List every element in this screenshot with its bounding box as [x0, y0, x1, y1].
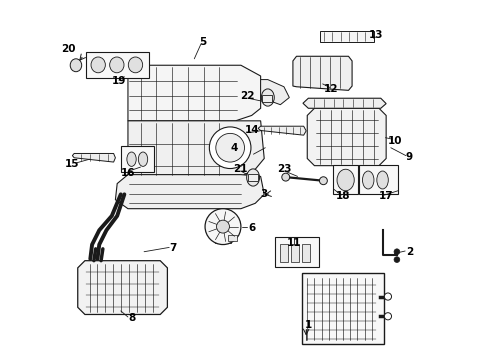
- Text: 17: 17: [378, 191, 393, 201]
- Bar: [274, 237, 318, 267]
- Ellipse shape: [216, 220, 229, 233]
- Bar: [261, 95, 271, 102]
- Bar: [247, 174, 258, 181]
- Ellipse shape: [384, 293, 391, 300]
- Polygon shape: [306, 108, 386, 166]
- Ellipse shape: [138, 152, 147, 166]
- Text: 2: 2: [405, 247, 412, 257]
- Bar: [228, 234, 237, 241]
- Polygon shape: [115, 175, 264, 209]
- Text: 6: 6: [247, 224, 255, 233]
- Bar: [301, 244, 309, 262]
- Polygon shape: [72, 153, 115, 162]
- Ellipse shape: [209, 127, 250, 168]
- Ellipse shape: [261, 89, 274, 106]
- Bar: [121, 146, 153, 172]
- Bar: [86, 52, 148, 78]
- Ellipse shape: [362, 171, 373, 189]
- Ellipse shape: [91, 57, 105, 73]
- Text: 15: 15: [65, 159, 80, 169]
- Ellipse shape: [70, 59, 81, 72]
- Ellipse shape: [336, 169, 353, 191]
- Ellipse shape: [204, 209, 241, 244]
- Polygon shape: [128, 121, 264, 176]
- Text: 7: 7: [169, 243, 176, 253]
- Ellipse shape: [109, 57, 124, 73]
- Bar: [215, 233, 230, 243]
- Ellipse shape: [281, 173, 289, 181]
- Text: 20: 20: [61, 44, 76, 54]
- Ellipse shape: [376, 171, 387, 189]
- Ellipse shape: [384, 313, 391, 320]
- Text: 1: 1: [304, 320, 311, 330]
- Text: 22: 22: [240, 91, 254, 101]
- Polygon shape: [128, 65, 260, 121]
- Text: 18: 18: [335, 191, 349, 201]
- Text: 10: 10: [387, 136, 402, 145]
- Bar: [319, 31, 373, 41]
- Polygon shape: [258, 126, 305, 135]
- Ellipse shape: [126, 152, 136, 166]
- Text: 4: 4: [229, 143, 237, 153]
- Polygon shape: [292, 56, 351, 90]
- Ellipse shape: [128, 57, 142, 73]
- Ellipse shape: [215, 134, 244, 162]
- Bar: [280, 244, 287, 262]
- Text: 21: 21: [232, 164, 247, 174]
- Polygon shape: [78, 261, 167, 315]
- Text: 5: 5: [199, 37, 206, 47]
- Text: 14: 14: [244, 125, 259, 135]
- Bar: [333, 165, 357, 194]
- Bar: [301, 273, 384, 344]
- Text: 16: 16: [121, 168, 135, 178]
- Polygon shape: [303, 98, 386, 108]
- Ellipse shape: [246, 169, 259, 186]
- Text: 13: 13: [368, 30, 383, 40]
- Ellipse shape: [319, 177, 326, 185]
- Text: 12: 12: [323, 84, 337, 94]
- Text: 23: 23: [276, 164, 290, 174]
- Bar: [290, 244, 298, 262]
- Ellipse shape: [393, 257, 399, 262]
- Ellipse shape: [393, 249, 399, 255]
- Text: 8: 8: [128, 313, 135, 323]
- Text: 3: 3: [260, 189, 267, 199]
- Text: 11: 11: [286, 238, 301, 248]
- Polygon shape: [260, 80, 289, 105]
- Bar: [359, 165, 397, 194]
- Text: 9: 9: [405, 152, 412, 162]
- Text: 19: 19: [112, 76, 126, 86]
